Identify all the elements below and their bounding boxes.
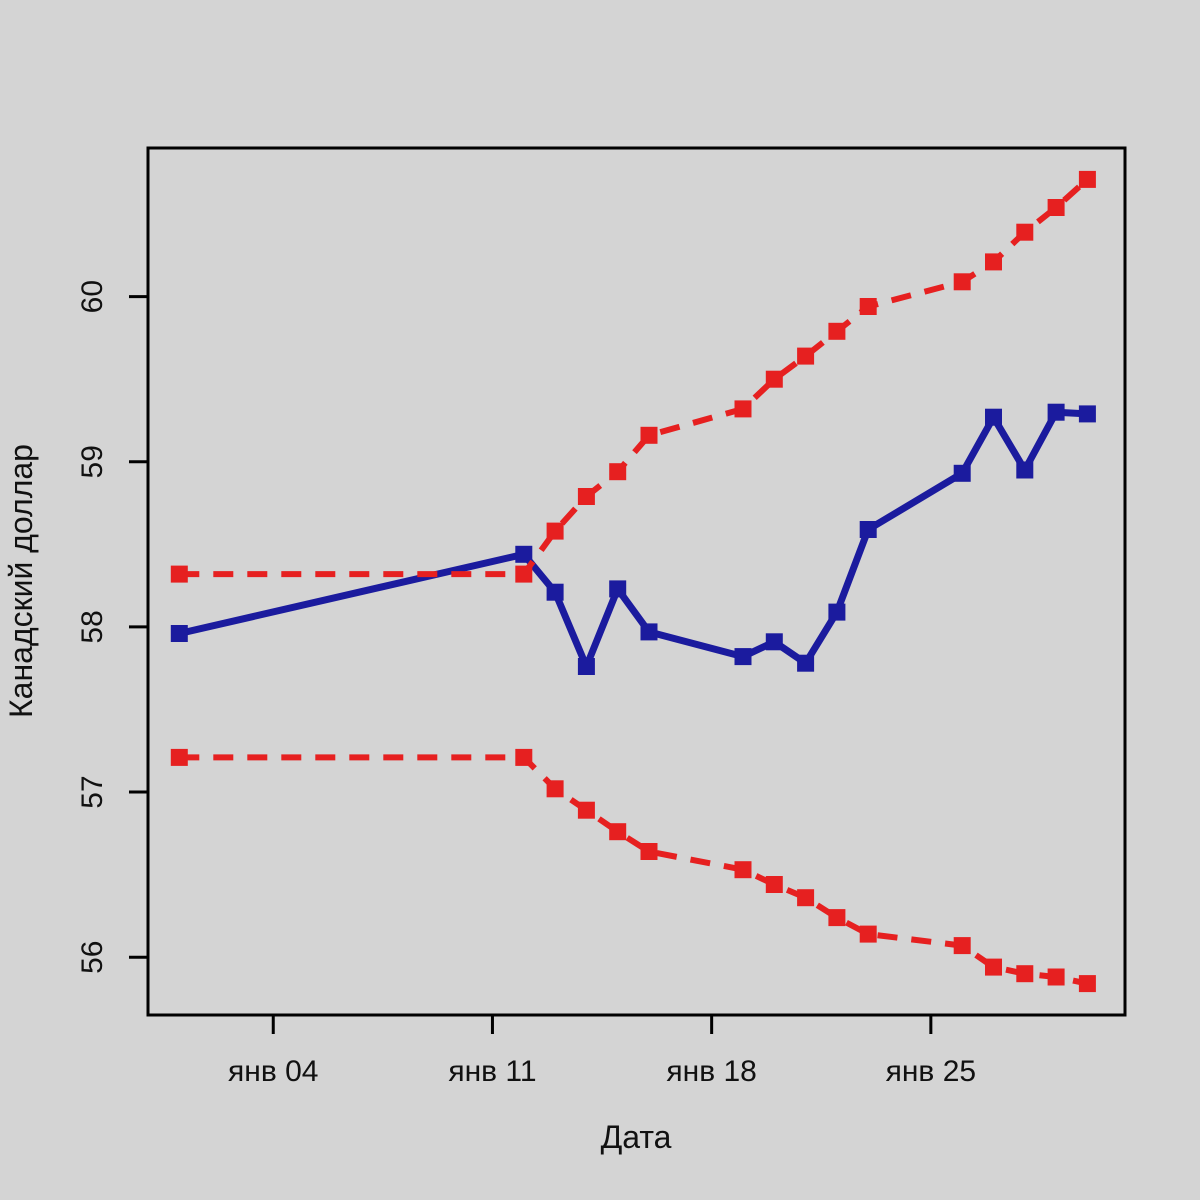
actual-rate-point-marker bbox=[609, 580, 627, 598]
y-tick-label: 60 bbox=[76, 280, 109, 313]
forecast-upper-bound-point-marker bbox=[953, 273, 971, 291]
forecast-lower-bound-point-marker bbox=[1047, 968, 1065, 986]
actual-rate-point-marker bbox=[734, 648, 752, 666]
forecast-upper-bound-point-marker bbox=[765, 370, 783, 388]
actual-rate-point-marker bbox=[828, 603, 846, 621]
forecast-upper-bound-point-marker bbox=[1016, 223, 1034, 241]
forecast-upper-bound-point-marker bbox=[985, 253, 1002, 271]
actual-rate-point-marker bbox=[1016, 461, 1034, 479]
actual-rate-point-marker bbox=[985, 408, 1002, 426]
forecast-upper-bound-line bbox=[179, 177, 1090, 578]
forecast-upper-bound-point-marker bbox=[1047, 199, 1065, 216]
x-tick-label: янв 25 bbox=[886, 1055, 976, 1088]
y-tick-label: 57 bbox=[76, 775, 109, 808]
forecast-upper-bound-point-marker bbox=[859, 298, 877, 315]
forecast-lower-bound-point-marker bbox=[1078, 975, 1096, 993]
actual-rate-line bbox=[178, 408, 1088, 670]
forecast-lower-bound-point-marker bbox=[828, 909, 846, 927]
x-axis-label: Дата bbox=[601, 1119, 672, 1155]
forecast-lower-bound-point-marker bbox=[1016, 965, 1034, 983]
forecast-upper-bound-point-marker bbox=[797, 347, 815, 365]
y-tick-label: 59 bbox=[76, 445, 109, 478]
forecast-upper-bound-point-marker bbox=[577, 488, 595, 505]
actual-rate-point-marker bbox=[1047, 403, 1065, 421]
x-tick-label: янв 11 bbox=[448, 1055, 536, 1088]
forecast-lower-bound-point-marker bbox=[170, 748, 188, 766]
forecast-lower-bound-point-marker bbox=[985, 958, 1002, 976]
forecast-upper-bound-point-marker bbox=[515, 565, 533, 583]
actual-rate-point-marker bbox=[765, 633, 783, 651]
x-tick-label: янв 04 bbox=[228, 1055, 318, 1088]
forecast-lower-bound-point-marker bbox=[546, 780, 564, 798]
forecast-upper-bound-point-marker bbox=[170, 565, 188, 583]
y-axis-label: Канадский доллар bbox=[3, 444, 39, 718]
actual-rate-point-marker bbox=[1078, 405, 1096, 423]
y-tick-label: 58 bbox=[76, 610, 109, 643]
forecast-lower-bound-point-marker bbox=[953, 937, 971, 955]
forecast-lower-bound-point-marker bbox=[734, 861, 752, 879]
plot-frame bbox=[146, 146, 1127, 1017]
y-tick-label: 56 bbox=[76, 941, 109, 974]
forecast-upper-bound-point-marker bbox=[734, 400, 752, 418]
actual-rate-point-marker bbox=[640, 623, 658, 641]
forecast-upper-bound-point-marker bbox=[828, 322, 846, 340]
forecast-upper-bound-point-marker bbox=[609, 463, 627, 481]
x-tick-label: янв 18 bbox=[666, 1055, 756, 1088]
actual-rate-point-marker bbox=[859, 521, 877, 538]
forecast-lower-bound-point-marker bbox=[515, 748, 533, 766]
forecast-lower-bound-point-marker bbox=[765, 876, 783, 893]
forecast-lower-bound-point-marker bbox=[797, 889, 815, 907]
forecast-lower-bound-line bbox=[179, 754, 1089, 987]
forecast-lower-bound-point-marker bbox=[859, 925, 877, 943]
actual-rate-point-marker bbox=[170, 625, 188, 642]
forecast-lower-bound-point-marker bbox=[577, 801, 595, 819]
forecast-lower-bound-point-marker bbox=[640, 843, 658, 860]
actual-rate-point-marker bbox=[546, 583, 564, 601]
actual-rate-point-marker bbox=[797, 654, 815, 672]
forecast-lower-bound-point-marker bbox=[609, 823, 627, 841]
forecast-upper-bound-point-marker bbox=[546, 522, 564, 540]
forecast-upper-bound-point-marker bbox=[1078, 170, 1096, 188]
actual-rate-point-marker bbox=[953, 464, 971, 482]
actual-rate-point-marker bbox=[515, 545, 533, 563]
forecast-upper-bound-point-marker bbox=[640, 426, 658, 444]
actual-rate-point-marker bbox=[577, 658, 595, 675]
